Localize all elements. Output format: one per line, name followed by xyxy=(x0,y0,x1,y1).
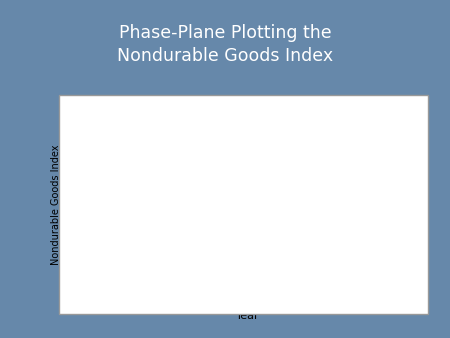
Y-axis label: Nondurable Goods Index: Nondurable Goods Index xyxy=(50,144,61,265)
Text: Phase-Plane Plotting the
Nondurable Goods Index: Phase-Plane Plotting the Nondurable Good… xyxy=(117,24,333,65)
X-axis label: Year: Year xyxy=(236,311,259,321)
